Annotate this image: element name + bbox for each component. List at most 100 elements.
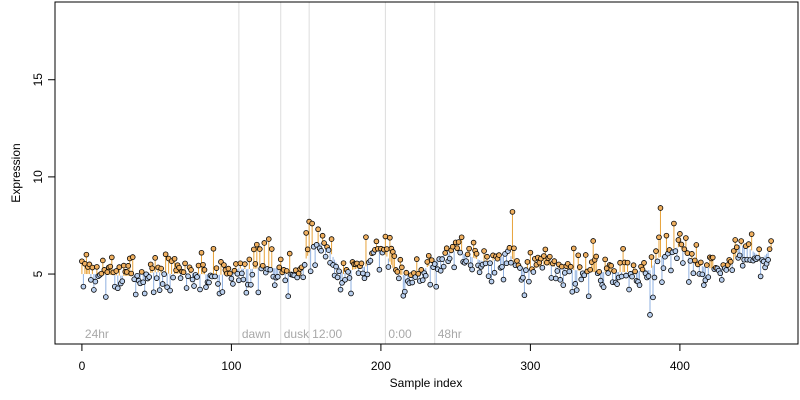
- data-point: [500, 276, 507, 283]
- data-point: [630, 262, 637, 269]
- data-point: [394, 269, 401, 275]
- data-point: [570, 245, 577, 252]
- data-point: [301, 262, 308, 268]
- data-point: [271, 282, 278, 288]
- data-point: [402, 288, 408, 295]
- data-point: [473, 250, 480, 257]
- data-point: [189, 276, 196, 283]
- data-point: [251, 246, 257, 253]
- data-point: [242, 261, 248, 267]
- data-point: [159, 281, 166, 287]
- data-point: [276, 264, 283, 271]
- data-point: [261, 240, 268, 246]
- data-point: [705, 274, 712, 280]
- data-point: [765, 257, 771, 263]
- data-point: [283, 268, 290, 274]
- data-point: [328, 236, 335, 242]
- data-point: [225, 265, 232, 272]
- data-point: [659, 279, 665, 285]
- data-point: [671, 220, 677, 227]
- data-point: [234, 270, 241, 277]
- data-point: [698, 259, 704, 266]
- data-point: [336, 268, 342, 275]
- data-point: [520, 274, 526, 281]
- data-point: [98, 270, 105, 277]
- data-point: [582, 252, 589, 258]
- data-point: [239, 270, 245, 277]
- data-point: [561, 270, 568, 276]
- data-point: [334, 274, 341, 281]
- data-point: [558, 263, 565, 270]
- data-point: [355, 270, 362, 276]
- data-point: [672, 248, 679, 254]
- data-point: [363, 234, 369, 240]
- data-point: [656, 234, 662, 241]
- data-point: [104, 269, 111, 275]
- data-point: [632, 268, 638, 275]
- data-point: [521, 292, 528, 299]
- data-point: [176, 264, 182, 271]
- data-point: [134, 272, 141, 279]
- data-point: [527, 249, 534, 256]
- data-point: [149, 265, 155, 272]
- data-point: [321, 240, 327, 246]
- data-point: [413, 256, 420, 262]
- data-point: [736, 252, 743, 259]
- data-point: [600, 284, 607, 290]
- data-point: [508, 259, 514, 266]
- data-point: [681, 246, 688, 252]
- data-point: [113, 268, 120, 274]
- x-tick-label: 0: [79, 359, 86, 373]
- data-point: [581, 272, 588, 279]
- data-point: [650, 294, 656, 301]
- data-point: [602, 256, 608, 263]
- data-point: [517, 265, 523, 271]
- data-point: [541, 253, 547, 259]
- x-axis-label: Sample index: [390, 376, 463, 390]
- data-point: [267, 266, 274, 273]
- data-point: [109, 254, 115, 261]
- data-point: [215, 281, 221, 287]
- data-point: [191, 283, 197, 289]
- data-point: [484, 253, 490, 260]
- data-point: [91, 287, 97, 293]
- data-point: [252, 261, 259, 267]
- annotation-24hr: 24hr: [85, 327, 109, 341]
- data-point: [572, 281, 579, 287]
- data-point: [246, 256, 253, 263]
- data-point: [651, 274, 658, 281]
- vertical-reference-lines: [238, 2, 436, 344]
- data-point: [230, 281, 236, 287]
- data-point: [387, 234, 393, 241]
- data-point: [197, 286, 203, 293]
- data-point: [590, 238, 596, 244]
- data-point: [766, 246, 773, 252]
- data-point: [319, 232, 326, 239]
- data-point: [295, 270, 302, 277]
- data-point: [346, 275, 353, 281]
- data-point: [119, 278, 126, 284]
- data-point: [425, 252, 432, 259]
- data-point: [596, 269, 602, 275]
- data-point: [240, 276, 247, 283]
- data-points: [79, 205, 774, 318]
- data-point: [639, 266, 646, 273]
- data-point: [709, 254, 716, 261]
- data-point: [585, 293, 592, 300]
- data-point: [553, 275, 559, 282]
- data-point: [463, 258, 469, 264]
- data-point: [391, 253, 398, 259]
- data-point: [309, 220, 315, 227]
- data-point: [526, 278, 532, 285]
- data-point: [442, 250, 448, 256]
- data-point: [648, 254, 655, 260]
- data-point: [227, 270, 233, 277]
- data-point: [228, 275, 235, 282]
- data-point: [678, 241, 685, 248]
- data-point: [141, 290, 148, 297]
- data-point: [675, 237, 682, 243]
- data-point: [282, 277, 289, 284]
- data-point: [120, 262, 127, 269]
- data-point: [440, 263, 447, 270]
- annotation-1200: 12:00: [312, 327, 342, 341]
